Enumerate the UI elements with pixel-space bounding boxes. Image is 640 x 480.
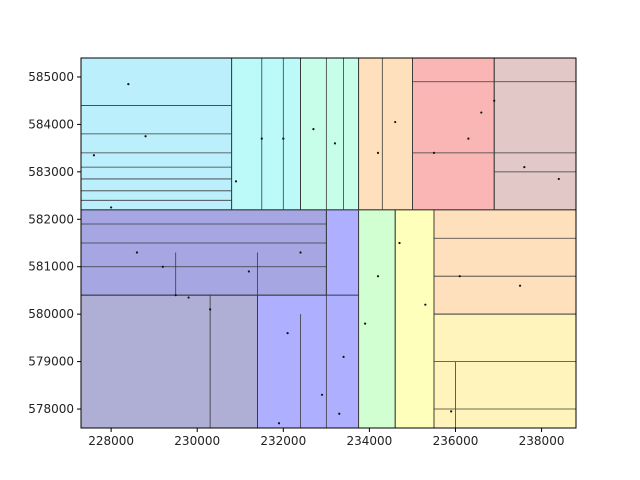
data-point-32 — [518, 284, 522, 287]
data-point-10 — [432, 151, 436, 154]
x-tick-label: 230000 — [174, 434, 220, 448]
data-point-22 — [299, 251, 302, 254]
x-tick-label: 236000 — [433, 434, 479, 448]
y-tick-label: 579000 — [28, 355, 74, 369]
data-point-26 — [342, 355, 345, 358]
region-cell-11 — [394, 209, 435, 429]
data-point-25 — [338, 412, 341, 415]
data-point-16 — [110, 206, 113, 209]
data-point-1 — [144, 135, 147, 138]
data-point-7 — [333, 142, 337, 145]
region-cell-3 — [358, 57, 413, 211]
y-tick-label: 581000 — [28, 260, 74, 274]
y-tick-label: 583000 — [28, 165, 74, 179]
data-point-13 — [523, 166, 526, 169]
data-point-20 — [209, 308, 212, 311]
data-point-5 — [282, 137, 285, 140]
data-point-9 — [394, 120, 397, 124]
y-tick-label: 584000 — [28, 117, 74, 131]
y-tick-label: 578000 — [28, 402, 74, 416]
x-tick-label: 238000 — [519, 434, 565, 448]
plot-frame — [80, 57, 577, 429]
region-cell-5 — [493, 57, 577, 211]
region-cell-10 — [358, 209, 396, 429]
region-cell-6 — [80, 294, 258, 429]
data-point-27 — [363, 322, 367, 325]
data-point-29 — [398, 241, 401, 245]
data-point-28 — [376, 275, 380, 278]
x-axis: 228000 230000 232000 234000 236000 238000 — [88, 428, 564, 448]
region-cell-4 — [412, 57, 495, 211]
region-cell-13 — [433, 209, 577, 315]
data-point-18 — [161, 265, 164, 268]
region-cell-8 — [257, 294, 360, 429]
data-point-8 — [376, 151, 380, 154]
data-point-31 — [458, 275, 461, 278]
y-tick-label: 585000 — [28, 70, 74, 84]
y-tick-label: 582000 — [28, 212, 74, 226]
region-cell-1 — [231, 57, 301, 211]
x-tick-label: 234000 — [346, 434, 392, 448]
data-point-24 — [320, 393, 324, 396]
data-point-15 — [480, 111, 483, 114]
data-point-17 — [135, 251, 139, 254]
data-point-35 — [187, 296, 190, 299]
region-cell-9 — [325, 209, 360, 296]
data-point-4 — [260, 137, 263, 140]
data-point-3 — [234, 180, 238, 183]
data-point-14 — [557, 177, 560, 181]
data-point-11 — [467, 137, 470, 140]
data-point-0 — [127, 82, 130, 86]
data-point-2 — [92, 154, 96, 157]
y-tick-label: 580000 — [28, 307, 74, 321]
data-point-19 — [174, 294, 177, 297]
y-axis: 578000 579000 580000 581000 582000 583000 5840… — [28, 70, 81, 416]
splits-layer — [81, 58, 576, 428]
data-point-30 — [424, 303, 427, 306]
region-cell-2 — [300, 57, 360, 211]
data-point-12 — [493, 99, 496, 102]
data-point-6 — [312, 128, 315, 131]
x-tick-label: 228000 — [88, 434, 134, 448]
x-tick-label: 232000 — [260, 434, 306, 448]
data-point-33 — [450, 410, 453, 413]
data-point-34 — [277, 422, 281, 425]
data-point-21 — [247, 270, 250, 273]
data-point-23 — [286, 332, 289, 335]
points-layer — [92, 82, 560, 425]
region-cell-7 — [80, 209, 327, 296]
